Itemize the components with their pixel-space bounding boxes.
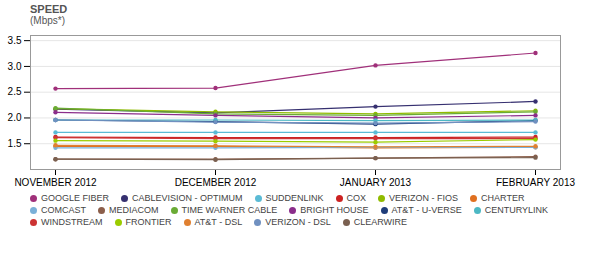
html-text:CABLEVISION - OPTIMUM: CABLEVISION - OPTIMUM [132,193,243,203]
html-text:COX: COX [346,193,367,203]
html-text:MEDIACOM: MEDIACOM [109,205,159,215]
html-text:SUDDENLINK: SUDDENLINK [265,193,324,203]
html-text:GOOGLE FIBER: GOOGLE FIBER [41,193,109,203]
html-text:TIME WARNER CABLE: TIME WARNER CABLE [181,205,278,215]
html-text:SPEED: SPEED [30,3,68,15]
html-text:WINDSTREAM: WINDSTREAM [41,217,103,227]
html-text:CLEARWIRE: CLEARWIRE [353,217,408,227]
svg-text:3.0: 3.0 [8,61,22,72]
svg-text:3.5: 3.5 [8,35,22,46]
html-text:VERIZON - DSL: VERIZON - DSL [265,217,331,227]
svg-text:JANUARY 2013: JANUARY 2013 [340,177,412,188]
html-text:CENTURYLINK: CENTURYLINK [484,205,549,215]
svg-text:NOVEMBER 2012: NOVEMBER 2012 [14,177,97,188]
html-text:AT&T - U-VERSE: AT&T - U-VERSE [391,205,462,215]
html-text:CHARTER: CHARTER [481,193,525,203]
svg-text:2.5: 2.5 [8,86,22,97]
svg-text:1.5: 1.5 [8,138,22,149]
html-text:(Mbps*): (Mbps*) [30,15,65,26]
svg-text:FEBRUARY 2013: FEBRUARY 2013 [496,177,576,188]
html-text:FRONTIER: FRONTIER [125,217,172,227]
html-text:AT&T - DSL: AT&T - DSL [194,217,243,227]
html-text:COMCAST: COMCAST [41,205,86,215]
html-text:VERIZON - FIOS: VERIZON - FIOS [389,193,459,203]
svg-text:2.0: 2.0 [8,112,22,123]
html-text:BRIGHT HOUSE: BRIGHT HOUSE [300,205,369,215]
svg-text:DECEMBER 2012: DECEMBER 2012 [175,177,257,188]
